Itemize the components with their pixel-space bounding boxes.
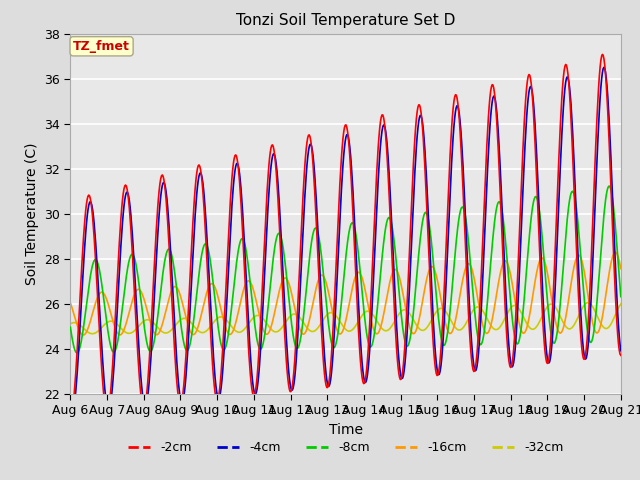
-16cm [219,314,227,320]
-8cm [74,350,81,356]
-16cm [429,264,437,270]
Y-axis label: Soil Temperature (C): Soil Temperature (C) [24,143,38,285]
-16cm [413,324,421,330]
Line: -8cm: -8cm [70,186,621,353]
-32cm [134,324,141,330]
-2cm [218,358,226,364]
-4cm [429,317,437,323]
-8cm [413,268,421,274]
-16cm [67,300,74,306]
-32cm [77,323,84,328]
-32cm [584,300,592,305]
-16cm [77,330,84,336]
-2cm [67,413,74,419]
Legend: -2cm, -4cm, -8cm, -16cm, -32cm: -2cm, -4cm, -8cm, -16cm, -32cm [123,436,568,459]
-32cm [429,314,437,320]
-8cm [219,346,227,352]
Line: -16cm: -16cm [70,252,621,335]
-4cm [77,304,85,310]
-2cm [617,352,625,358]
Line: -32cm: -32cm [70,302,621,334]
-32cm [219,314,227,320]
-4cm [219,368,227,373]
-32cm [190,323,198,329]
-2cm [133,337,141,343]
-8cm [429,258,437,264]
-4cm [600,64,608,70]
Text: TZ_fmet: TZ_fmet [73,40,130,53]
-2cm [413,116,420,121]
X-axis label: Time: Time [328,422,363,437]
-4cm [617,348,625,354]
-4cm [190,238,198,243]
-2cm [429,328,436,334]
Title: Tonzi Soil Temperature Set D: Tonzi Soil Temperature Set D [236,13,455,28]
-4cm [67,408,74,413]
-8cm [77,339,85,345]
-32cm [89,331,97,336]
-8cm [67,324,74,330]
-4cm [68,411,76,417]
-32cm [67,321,74,327]
-16cm [617,265,625,271]
-2cm [598,51,606,57]
Line: -4cm: -4cm [70,67,621,414]
-4cm [413,133,421,139]
-8cm [617,294,625,300]
-8cm [605,183,613,189]
-2cm [77,289,84,295]
-2cm [189,220,196,226]
-16cm [79,332,87,338]
-16cm [612,250,620,255]
-4cm [134,326,141,332]
-16cm [134,287,141,292]
Line: -2cm: -2cm [70,54,621,416]
-32cm [413,323,421,329]
-8cm [190,318,198,324]
-16cm [190,332,198,337]
-8cm [134,272,141,278]
-32cm [617,301,625,307]
